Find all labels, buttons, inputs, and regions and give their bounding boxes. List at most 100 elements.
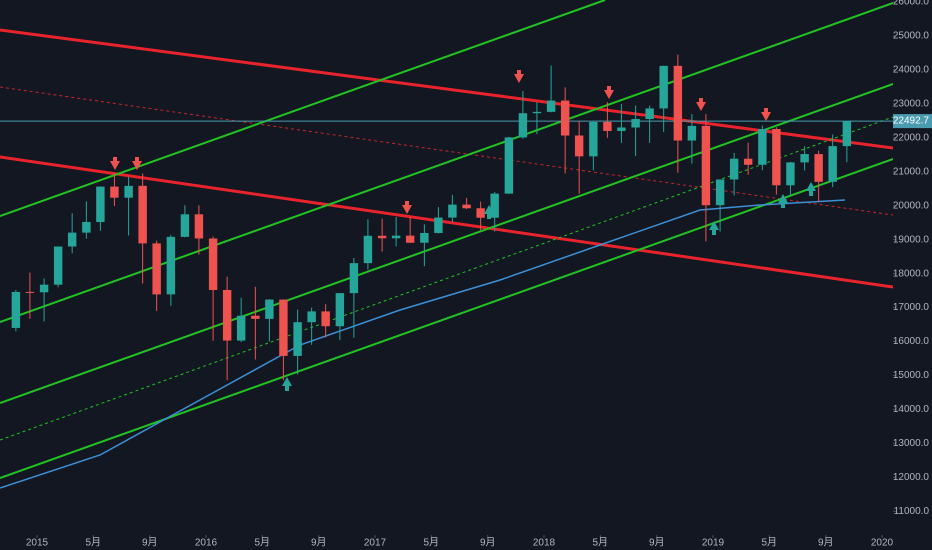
trend-line (0, 0, 606, 217)
candle-body (701, 125, 711, 206)
candle-body (645, 108, 654, 120)
candle-body (659, 65, 668, 109)
candle-body (532, 111, 542, 114)
candle-body (335, 293, 345, 327)
trend-line (0, 158, 893, 479)
candle-body (265, 299, 274, 319)
candle-body (715, 179, 725, 206)
candle-body (589, 121, 598, 157)
candle-body (814, 154, 823, 182)
candle-body (236, 315, 246, 341)
x-tick-label: 2017 (364, 538, 387, 549)
y-tick-label: 12000.0 (893, 472, 930, 483)
trend-line (0, 83, 893, 404)
candle-body (321, 311, 330, 327)
y-tick-label: 14000.0 (893, 404, 930, 415)
candle-body (222, 289, 232, 341)
candle-body (39, 284, 49, 293)
candle-body (420, 232, 429, 243)
y-tick-label: 26000.0 (893, 0, 930, 8)
y-tick-label: 23000.0 (893, 99, 930, 110)
candle-body (208, 238, 218, 290)
candle-body (448, 204, 457, 218)
candle-body (603, 121, 612, 131)
candle-body (251, 315, 260, 319)
candle-body (476, 208, 485, 218)
candle-body (462, 204, 471, 209)
candle-body (110, 186, 119, 198)
trend-line (0, 2, 893, 323)
dashed-trend-line (0, 116, 893, 441)
candle-body (772, 129, 781, 186)
axes: 11000.0 12000.0 13000.0 14000.0 15000.0 16000… (26, 0, 932, 549)
y-tick-label: 19000.0 (893, 234, 930, 245)
candle-body (758, 129, 767, 165)
x-tick-label: 9月 (818, 537, 834, 549)
y-tick-label: 13000.0 (893, 438, 930, 449)
candle-body (279, 299, 288, 356)
x-tick-label: 9月 (480, 537, 496, 549)
x-tick-label: 5月 (762, 537, 778, 549)
candle-body (194, 214, 204, 239)
trend-line (0, 28, 893, 150)
candle-body (349, 263, 359, 294)
candle-body (11, 291, 21, 328)
y-tick-label: 16000.0 (893, 336, 930, 347)
y-tick-label: 20000.0 (893, 200, 930, 211)
y-tick-label: 18000.0 (893, 268, 930, 279)
y-tick-label: 22000.0 (893, 132, 930, 143)
candle-body (800, 154, 809, 163)
candle-body (138, 185, 147, 244)
candle-body (307, 311, 316, 323)
candle-body (729, 158, 739, 180)
candle-body (560, 100, 570, 136)
moving-average (0, 199, 846, 489)
candle-body (293, 322, 302, 356)
drawings (0, 0, 893, 489)
candle-body (96, 186, 105, 223)
candle-body (25, 291, 35, 293)
x-tick-label: 5月 (424, 537, 440, 549)
candle-body (180, 214, 190, 237)
candle-body (377, 235, 387, 239)
x-tick-label: 5月 (86, 537, 102, 549)
candles (11, 54, 852, 381)
x-tick-label: 2019 (702, 538, 725, 549)
y-tick-label: 17000.0 (893, 302, 930, 313)
price-tag (893, 114, 932, 129)
x-tick-label: 2020 (871, 538, 894, 549)
candle-body (546, 100, 556, 112)
y-tick-label: 25000.0 (893, 31, 930, 42)
x-tick-label: 5月 (255, 537, 271, 549)
candle-body (673, 65, 683, 141)
candle-body (67, 232, 77, 247)
x-tick-label: 5月 (593, 537, 609, 549)
candle-body (391, 235, 401, 239)
x-tick-label: 2015 (26, 538, 49, 549)
candle-body (743, 158, 753, 165)
dashed-trend-line (0, 86, 893, 216)
signal-arrows (110, 70, 816, 391)
candle-body (631, 119, 640, 128)
candle-body (786, 162, 795, 186)
candle-body (518, 113, 528, 138)
candle-body (124, 185, 133, 198)
buy-arrow (282, 182, 816, 391)
x-tick-label: 2018 (533, 538, 556, 549)
candle-body (82, 222, 91, 233)
candle-body (490, 193, 499, 218)
candle-body (152, 243, 161, 295)
candle-body (842, 121, 852, 147)
candle-body (617, 127, 626, 131)
candle-body (574, 135, 584, 157)
y-tick-label: 21000.0 (893, 166, 930, 177)
sell-arrow (110, 70, 771, 214)
candle-body (828, 146, 837, 182)
x-tick-label: 9月 (649, 537, 665, 549)
y-tick-label: 11000.0 (894, 506, 930, 517)
candle-body (53, 246, 63, 285)
candle-body (687, 125, 697, 141)
